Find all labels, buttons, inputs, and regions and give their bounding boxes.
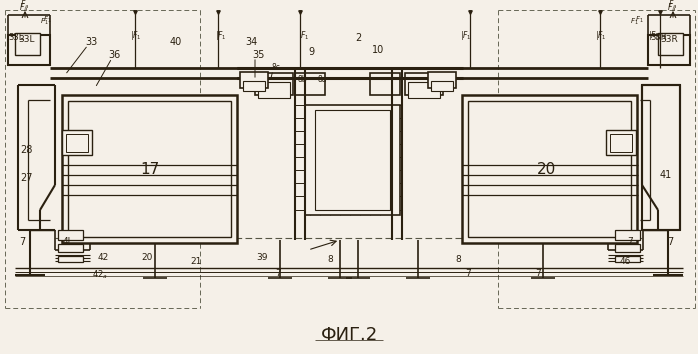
Bar — [58, 256, 83, 262]
Text: 7: 7 — [627, 238, 633, 246]
Bar — [648, 35, 690, 65]
Bar — [431, 81, 453, 91]
Text: |$F_1$: |$F_1$ — [648, 29, 660, 41]
Text: 7: 7 — [535, 268, 541, 278]
Text: 27: 27 — [20, 173, 33, 183]
Text: 20: 20 — [141, 253, 153, 263]
Text: 35: 35 — [252, 50, 265, 60]
Text: |$F_1$: |$F_1$ — [130, 29, 142, 41]
Text: 10: 10 — [372, 45, 385, 55]
Text: $F_1$: $F_1$ — [635, 15, 644, 25]
Bar — [408, 82, 440, 98]
Text: ФИГ.2: ФИГ.2 — [320, 326, 378, 344]
Text: 8b: 8b — [298, 75, 308, 85]
Text: |$F_1$: |$F_1$ — [215, 29, 227, 41]
Text: 4L: 4L — [63, 238, 73, 246]
Text: 33L: 33L — [8, 34, 23, 42]
Bar — [468, 101, 631, 237]
Text: 8: 8 — [455, 256, 461, 264]
Text: 46: 46 — [619, 257, 631, 266]
Text: 33R: 33R — [650, 34, 667, 42]
Bar — [58, 230, 83, 240]
Text: 7: 7 — [667, 237, 673, 247]
Text: $F_1$: $F_1$ — [43, 15, 52, 25]
Bar — [615, 230, 640, 240]
Text: 34: 34 — [245, 37, 258, 47]
Bar — [610, 134, 632, 152]
Text: 7: 7 — [275, 268, 281, 278]
Bar — [642, 85, 680, 230]
Text: 17: 17 — [140, 162, 160, 177]
Text: 8a: 8a — [318, 75, 327, 85]
Bar — [606, 130, 636, 155]
Bar — [68, 101, 231, 237]
Text: $F_a$: $F_a$ — [667, 2, 676, 14]
Bar — [62, 95, 237, 243]
Text: $F_1$: $F_1$ — [630, 17, 639, 27]
Text: 2: 2 — [355, 33, 362, 43]
Text: 41: 41 — [660, 170, 672, 180]
Bar — [658, 33, 683, 55]
Bar — [66, 134, 88, 152]
Text: |$F_1$: |$F_1$ — [460, 29, 472, 41]
Text: 33L: 33L — [18, 35, 34, 45]
Text: 33R: 33R — [660, 35, 678, 45]
Bar — [258, 82, 290, 98]
Bar — [370, 73, 400, 95]
Text: $F_a$: $F_a$ — [669, 0, 678, 11]
Bar — [405, 73, 443, 95]
Text: 7: 7 — [465, 268, 471, 278]
Text: $F_1$: $F_1$ — [40, 17, 49, 27]
Bar — [240, 72, 268, 88]
Text: 33: 33 — [85, 37, 97, 47]
Text: 21: 21 — [191, 257, 202, 267]
Text: 8c: 8c — [272, 63, 281, 73]
Bar — [428, 72, 456, 88]
Bar — [295, 73, 325, 95]
Text: 28: 28 — [20, 145, 32, 155]
Text: 20: 20 — [537, 162, 556, 177]
Bar — [255, 73, 293, 95]
Bar — [62, 130, 92, 155]
Bar — [305, 105, 400, 215]
Bar — [58, 244, 83, 252]
Bar — [15, 33, 40, 55]
Bar — [315, 110, 390, 210]
Bar — [615, 244, 640, 252]
Text: 7: 7 — [19, 237, 25, 247]
Text: 9: 9 — [308, 47, 314, 57]
Text: $F_a$: $F_a$ — [20, 2, 29, 14]
Bar — [615, 256, 640, 262]
Text: $F_a$: $F_a$ — [20, 0, 29, 11]
Text: |$F_1$: |$F_1$ — [298, 29, 310, 41]
Text: 36: 36 — [108, 50, 120, 60]
Bar — [462, 95, 637, 243]
Text: |$F_1$: |$F_1$ — [595, 29, 607, 41]
Text: 8: 8 — [327, 256, 333, 264]
Text: 39: 39 — [256, 253, 268, 263]
Text: $42_a$: $42_a$ — [92, 269, 108, 281]
Text: 40: 40 — [170, 37, 182, 47]
Bar — [8, 35, 50, 65]
Bar — [243, 81, 265, 91]
Text: 42: 42 — [98, 253, 109, 263]
